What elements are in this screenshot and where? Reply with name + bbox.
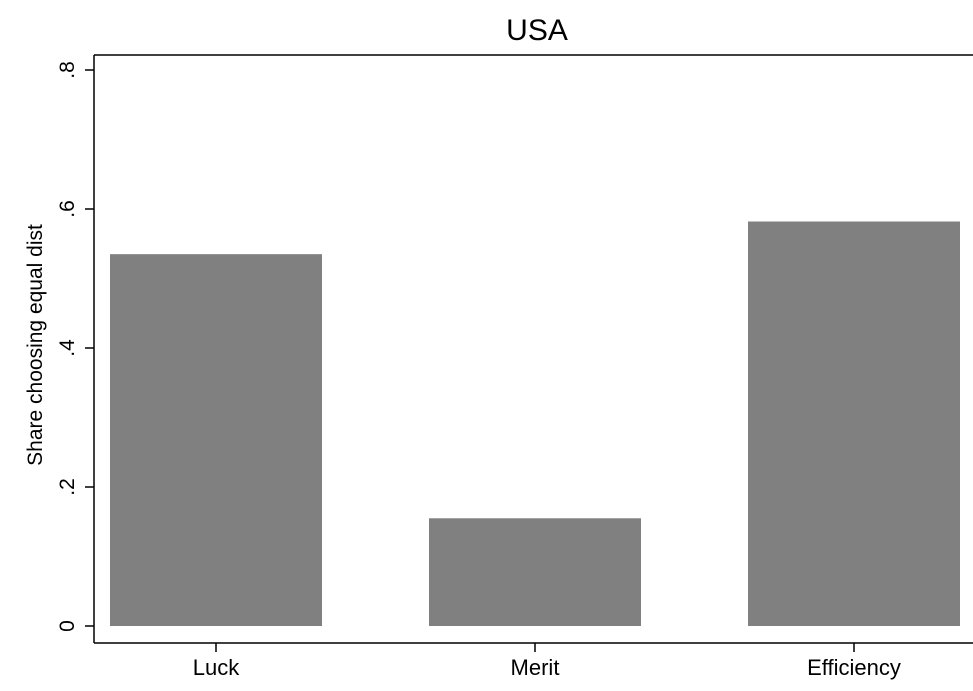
bars-group xyxy=(110,221,960,627)
x-tick-label: Merit xyxy=(511,655,560,680)
y-tick-label: .2 xyxy=(56,478,79,496)
bar-efficiency xyxy=(748,221,960,626)
y-tick-label: 0 xyxy=(56,620,79,632)
x-tick-label: Efficiency xyxy=(807,655,901,680)
x-tick-label: Luck xyxy=(193,655,240,680)
y-axis: 0 .2 .4 .6 .8 xyxy=(56,61,94,632)
bar-merit xyxy=(429,518,641,626)
chart-title: USA xyxy=(506,14,568,47)
bar-luck xyxy=(110,254,322,627)
plot-frame xyxy=(93,54,973,644)
y-axis-label: Share choosing equal dist xyxy=(24,224,47,466)
y-tick-label: .4 xyxy=(56,339,79,357)
y-tick-label: .6 xyxy=(56,200,79,218)
x-axis: Luck Merit Efficiency xyxy=(193,643,901,680)
y-tick-label: .8 xyxy=(56,61,79,79)
